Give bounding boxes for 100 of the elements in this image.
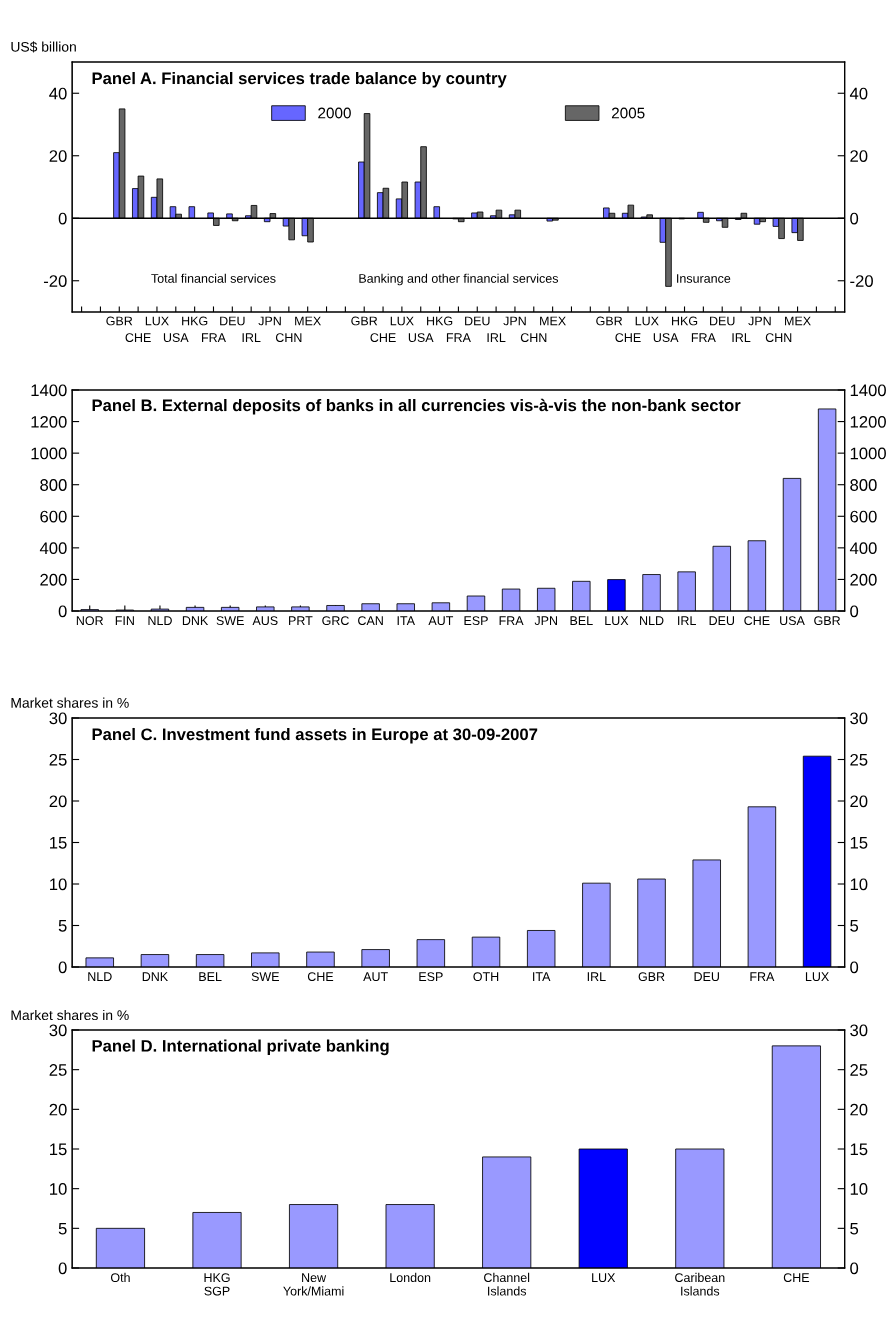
y-tick-label: 40 <box>49 87 67 100</box>
legend-label: 2000 <box>318 107 351 119</box>
annotation: Insurance <box>677 274 731 283</box>
x-tick-label: HKG <box>182 316 208 326</box>
x-tick-label: MEX <box>540 316 566 326</box>
y2-tick-label: 0 <box>850 212 859 225</box>
y2-tick-label: -20 <box>850 275 873 287</box>
y-tick-label: 1200 <box>31 415 67 428</box>
y2-tick-label: 20 <box>850 795 868 808</box>
y-axis-title: Market shares in % <box>11 697 129 708</box>
x-tick-label: JPN <box>534 616 557 626</box>
x-tick-label: London <box>390 1272 431 1283</box>
x-tick-label: BEL <box>199 972 222 981</box>
y-tick-label: 600 <box>40 510 67 523</box>
x-tick-label: GBR <box>596 316 623 326</box>
x-tick-label: CHN <box>765 333 792 343</box>
x-tick-label: CHE <box>744 616 770 626</box>
text: Panel C. Investment fund assets in Europe at 30-09-2007 <box>92 727 538 744</box>
x-tick-label: GRC <box>322 616 349 626</box>
x-tick-label: MEX <box>785 316 811 326</box>
x-tick-label: PRT <box>289 616 313 625</box>
x-tick-label: GBR <box>638 972 665 982</box>
y-tick-label: 20 <box>49 1103 67 1116</box>
x-tick-label: SWE <box>216 616 244 626</box>
x-tick-label: DNK <box>182 616 209 625</box>
x-tick-label: USA <box>408 333 434 343</box>
x-tick-label: IRL <box>732 333 751 342</box>
x-tick-label: NLD <box>148 616 172 625</box>
x-tick-label: HKG <box>672 316 698 326</box>
y-tick-label: 30 <box>49 1024 67 1037</box>
y2-tick-label: 15 <box>850 1143 868 1156</box>
x-tick-label: LUX <box>145 316 169 326</box>
y2-tick-label: 20 <box>850 1103 868 1116</box>
legend-label: 2005 <box>611 107 645 119</box>
y2-tick-label: 30 <box>850 712 868 725</box>
x-tick-label: BEL <box>570 616 593 625</box>
x-tick-label: HKG <box>427 316 453 326</box>
y-tick-label: 200 <box>40 573 67 586</box>
y2-tick-label: 1400 <box>850 384 886 397</box>
x-tick-label: DEU <box>694 972 719 982</box>
y2-tick-label: 0 <box>850 961 859 974</box>
x-tick-label: SWE <box>251 972 279 982</box>
x-tick-label: GBR <box>814 616 841 626</box>
x-tick-label: ITA <box>533 972 551 981</box>
x-tick-label: JPN <box>748 316 771 326</box>
y2-tick-label: 400 <box>849 542 877 555</box>
y-tick-label: 10 <box>50 1183 67 1195</box>
x-tick-label: FRA <box>499 616 524 625</box>
x-tick-label: AUT <box>363 972 388 982</box>
text: Panel B. External deposits of banks in all currencies vis-à-vis the non-bank sector <box>92 398 741 415</box>
y2-tick-label: 800 <box>850 479 877 491</box>
x-tick-label: Caribean Islands <box>675 1272 725 1296</box>
x-tick-label: Channel Islands <box>484 1272 530 1296</box>
x-tick-label: AUT <box>428 616 454 626</box>
x-tick-label: MEX <box>295 316 321 326</box>
y-tick-label: 800 <box>40 479 67 491</box>
x-tick-label: JPN <box>258 316 281 326</box>
y-tick-label: 400 <box>39 542 67 555</box>
y-tick-label: 25 <box>49 753 67 766</box>
annotation: Banking and other financial services <box>359 273 559 286</box>
x-tick-label: LUX <box>390 316 414 326</box>
y-tick-label: 10 <box>50 878 67 891</box>
x-tick-label: NLD <box>88 972 112 981</box>
x-tick-label: IRL <box>487 333 506 342</box>
y2-tick-label: 1200 <box>850 415 886 428</box>
x-tick-label: LUX <box>605 616 629 626</box>
x-tick-label: LUX <box>805 972 829 982</box>
x-tick-label: CHE <box>125 333 151 343</box>
y2-tick-label: 5 <box>850 920 859 932</box>
x-tick-label: ESP <box>419 972 443 982</box>
x-tick-label: NLD <box>640 616 664 625</box>
y2-tick-label: 20 <box>850 150 868 162</box>
y2-tick-label: 10 <box>850 1183 868 1195</box>
x-tick-label: GBR <box>351 316 378 326</box>
y2-tick-label: 1000 <box>850 447 886 460</box>
y-tick-label: 0 <box>58 1262 67 1275</box>
y-tick-label: 5 <box>58 1222 67 1235</box>
y-tick-label: 0 <box>58 212 67 225</box>
y2-tick-label: 25 <box>850 1064 868 1076</box>
x-tick-label: CHE <box>615 333 641 343</box>
y-tick-label: 15 <box>50 837 67 849</box>
x-tick-label: DEU <box>710 316 735 326</box>
y-tick-label: 1000 <box>31 447 67 460</box>
x-tick-label: AUS <box>252 616 278 626</box>
y-tick-label: 25 <box>49 1064 67 1076</box>
y2-tick-label: 15 <box>850 837 868 849</box>
y2-tick-label: 0 <box>850 605 859 618</box>
y-tick-label: 1400 <box>31 384 67 397</box>
y2-tick-label: 600 <box>850 510 877 523</box>
x-tick-label: IRL <box>242 333 261 342</box>
x-tick-label: DEU <box>220 316 245 326</box>
x-tick-label: FIN <box>115 616 134 625</box>
x-tick-label: GBR <box>106 316 133 326</box>
x-tick-label: USA <box>653 333 679 343</box>
y-tick-label: 20 <box>49 795 67 808</box>
x-tick-label: LUX <box>592 1273 616 1283</box>
x-tick-label: DEU <box>709 616 734 626</box>
y2-tick-label: 40 <box>849 87 868 100</box>
y-tick-label: -20 <box>43 275 67 287</box>
x-tick-label: FRA <box>691 333 716 342</box>
